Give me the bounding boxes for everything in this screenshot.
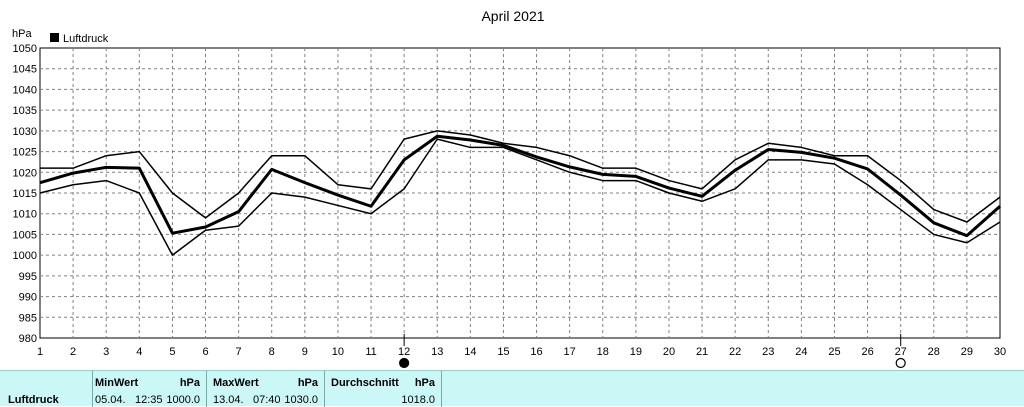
max-date: 13.04. (213, 394, 244, 406)
x-tick-label: 8 (269, 346, 275, 358)
full-moon-icon (895, 357, 906, 369)
x-tick-label: 4 (136, 346, 142, 358)
grid-lines (40, 48, 1000, 338)
y-axis-unit-label: hPa (12, 28, 32, 40)
x-tick-label: 5 (169, 346, 175, 358)
x-tick-label: 17 (564, 346, 576, 358)
x-tick-label: 28 (928, 346, 940, 358)
footer-series-label: Luftdruck (8, 394, 59, 406)
x-tick-label: 6 (202, 346, 208, 358)
x-tick-label: 13 (431, 346, 443, 358)
max-value: 1030.0 (284, 394, 318, 406)
x-tick-label: 9 (302, 346, 308, 358)
x-tick-label: 14 (464, 346, 476, 358)
x-tick-label: 18 (597, 346, 609, 358)
avg-header: Durchschnitt (331, 377, 399, 389)
y-tick-label: 1025 (13, 147, 37, 159)
y-tick-label: 1045 (13, 64, 37, 76)
x-tick-label: 7 (236, 346, 242, 358)
y-tick-label: 1050 (13, 43, 37, 55)
pressure-chart: April 2021 hPa Luftdruck 980985990995100… (12, 8, 1006, 369)
x-tick-label: 25 (828, 346, 840, 358)
x-tick-label: 10 (332, 346, 344, 358)
y-tick-label: 1015 (13, 188, 37, 200)
y-tick-label: 995 (19, 271, 37, 283)
series-lines (39, 130, 1001, 256)
x-tick-label: 26 (861, 346, 873, 358)
y-tick-label: 1040 (13, 84, 37, 96)
y-tick-label: 980 (19, 333, 37, 345)
y-tick-label: 1000 (13, 250, 37, 262)
y-tick-label: 1010 (13, 209, 37, 221)
moon-phase-markers (399, 334, 906, 369)
max-unit: hPa (297, 377, 318, 389)
x-tick-label: 15 (497, 346, 509, 358)
y-tick-label: 1020 (13, 167, 37, 179)
max-header: MaxWert (213, 377, 259, 389)
x-tick-label: 11 (365, 346, 376, 358)
y-tick-label: 990 (19, 292, 37, 304)
min-value: 1000.0 (166, 394, 200, 406)
y-tick-label: 985 (19, 312, 37, 324)
y-tick-label: 1005 (13, 229, 37, 241)
min-header: MinWert (95, 377, 139, 389)
x-tick-label: 27 (895, 346, 907, 358)
x-tick-label: 20 (663, 346, 675, 358)
x-tick-label: 12 (398, 346, 410, 358)
x-tick-label: 29 (961, 346, 973, 358)
min-time: 12:35 (135, 394, 163, 406)
chart-title: April 2021 (481, 8, 544, 24)
x-tick-label: 22 (729, 346, 741, 358)
new-moon-icon (399, 357, 410, 369)
x-tick-label: 2 (70, 346, 76, 358)
legend-swatch (50, 33, 59, 42)
avg-value: 1018.0 (401, 394, 435, 406)
x-tick-label: 3 (103, 346, 109, 358)
avg-unit: hPa (414, 377, 435, 389)
x-tick-label: 23 (762, 346, 774, 358)
max-time: 07:40 (253, 394, 281, 406)
x-tick-label: 16 (530, 346, 542, 358)
y-tick-label: 1035 (13, 105, 37, 117)
x-axis-ticks: 1 2 3 4 5 6 7 8 9 10 11 12 13 14 15 16 17 18 19 20 21 22 23 24 2… (37, 346, 1006, 358)
statistics-bar: Luftdruck MinWert hPa 05.04. 12:35 1000.… (0, 370, 1024, 407)
x-tick-label: 24 (795, 346, 807, 358)
y-axis-ticks: 980 985 990 995 1000 1005 1010 1015 1020 1025 1030… (13, 43, 37, 345)
series-line-max (40, 130, 1001, 223)
x-tick-label: 30 (994, 346, 1006, 358)
y-tick-label: 1030 (13, 126, 37, 138)
x-tick-label: 1 (37, 346, 43, 358)
series-line-min (39, 138, 1001, 256)
x-tick-label: 21 (696, 346, 708, 358)
x-tick-label: 19 (630, 346, 642, 358)
min-unit: hPa (179, 377, 200, 389)
legend-label: Luftdruck (63, 33, 109, 45)
min-date: 05.04. (95, 394, 126, 406)
series-line-mean (39, 134, 1001, 238)
